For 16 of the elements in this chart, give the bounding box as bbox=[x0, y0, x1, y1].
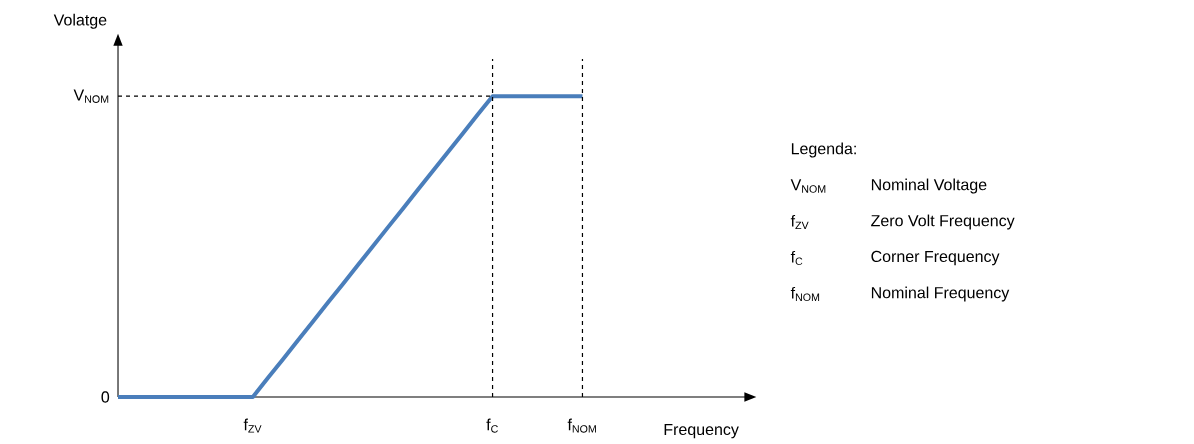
text: V$_{NOM}$ bbox=[73, 89, 109, 103]
text: f$_{C}$ bbox=[790, 250, 803, 266]
y-axis-title: Volatge bbox=[53, 13, 107, 29]
text: Zero Volt Frequency bbox=[871, 214, 1015, 230]
x-tick-label: f$_{ZV}$ bbox=[243, 418, 262, 433]
text: Legenda: bbox=[791, 142, 856, 158]
x-tick-label: f$_{C}$ bbox=[486, 418, 498, 433]
text: V$_{NOM}$ bbox=[790, 179, 826, 193]
text: Nominal Frequency bbox=[871, 286, 1010, 302]
x-tick-label: f$_{NOM}$ bbox=[567, 418, 596, 433]
text: f$_{NOM}$ bbox=[790, 286, 820, 302]
text: Nominal Voltage bbox=[871, 178, 987, 194]
text: f$_{ZV}$ bbox=[790, 215, 809, 229]
text: Corner Frequency bbox=[871, 250, 1000, 266]
text: 0 bbox=[101, 391, 110, 403]
x-axis-title: Frequency bbox=[664, 423, 739, 439]
